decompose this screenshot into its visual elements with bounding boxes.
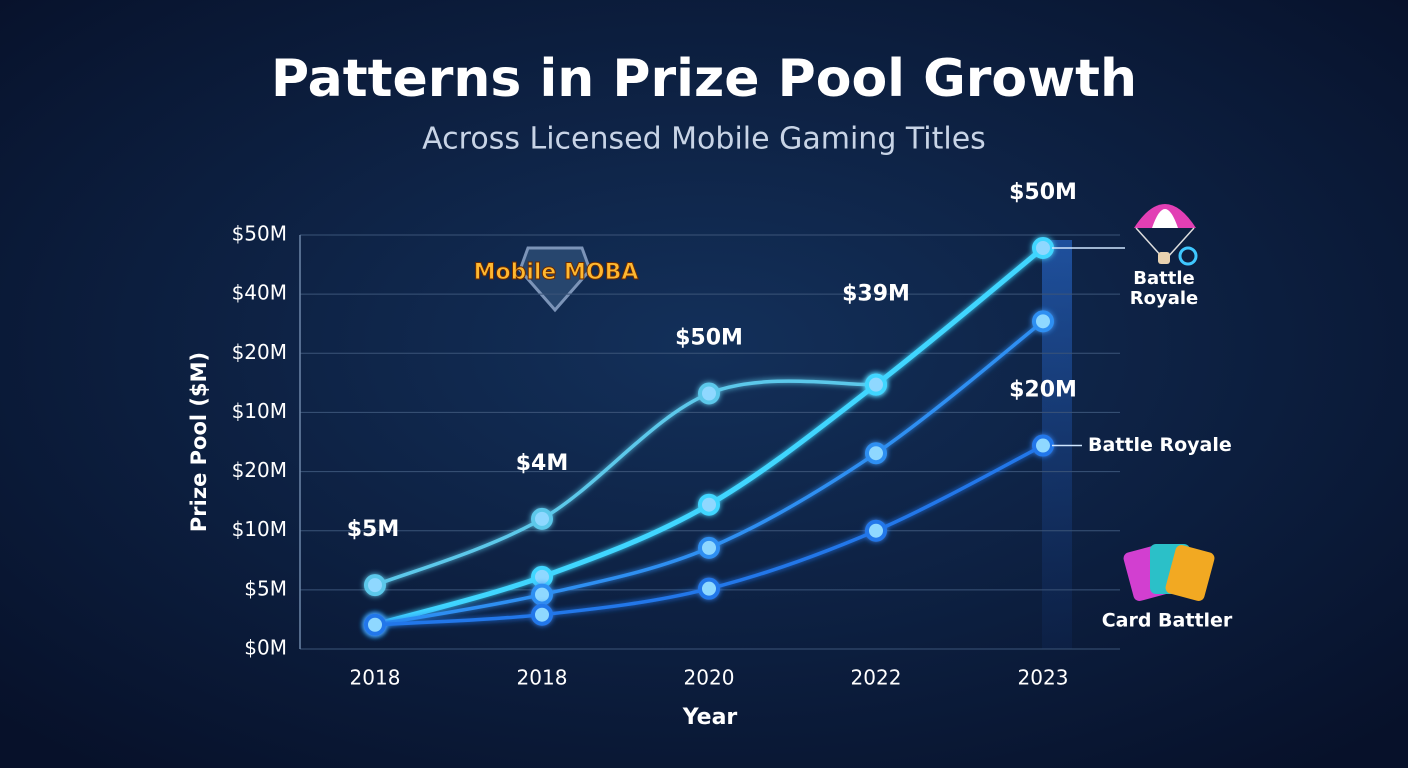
y-tick-label: $0M xyxy=(244,636,287,660)
annotation: $39M xyxy=(842,282,910,307)
annotation: $5M xyxy=(347,517,400,542)
data-point xyxy=(531,565,553,588)
y-tick-label: $5M xyxy=(244,576,287,600)
data-point xyxy=(698,382,720,405)
data-point xyxy=(698,536,720,559)
y-tick-label: $40M xyxy=(232,281,287,305)
data-point xyxy=(531,507,553,530)
series xyxy=(364,434,1054,636)
annotation: $50M xyxy=(1009,180,1077,205)
x-tick-label: 2022 xyxy=(851,666,902,690)
data-point xyxy=(698,577,720,600)
data-point xyxy=(1032,310,1054,333)
y-tick-label: $10M xyxy=(232,517,287,541)
chart-subtitle: Across Licensed Mobile Gaming Titles xyxy=(422,122,986,157)
data-point xyxy=(531,603,553,626)
side-label: Battle Royale xyxy=(1088,434,1232,456)
y-tick-label: $20M xyxy=(232,340,287,364)
y-tick-label: $20M xyxy=(232,458,287,482)
x-tick-label: 2023 xyxy=(1018,666,1069,690)
data-point xyxy=(364,574,386,597)
x-tick-label: 2020 xyxy=(684,666,735,690)
annotation: $50M xyxy=(675,326,743,351)
data-point xyxy=(531,583,553,606)
side-label: Battle Royale xyxy=(1130,268,1198,309)
data-point xyxy=(1032,434,1054,457)
data-point xyxy=(865,442,887,465)
annotation: $4M xyxy=(516,451,569,476)
data-point xyxy=(364,613,386,636)
icon-parachute xyxy=(1134,204,1198,266)
series-line xyxy=(374,379,877,587)
side-label-line: Royale xyxy=(1130,288,1198,309)
logo: Mobile MOBA xyxy=(473,246,639,313)
chart-title: Patterns in Prize Pool Growth xyxy=(271,49,1137,109)
y-tick-label: $10M xyxy=(232,399,287,423)
data-point xyxy=(865,373,887,396)
data-point xyxy=(1032,237,1054,260)
y-axis-label: Prize Pool ($M) xyxy=(187,352,211,532)
x-tick-label: 2018 xyxy=(350,666,401,690)
logo-text: Mobile MOBA xyxy=(474,260,639,285)
side-label: Card Battler xyxy=(1102,610,1233,632)
annotation: $20M xyxy=(1009,378,1077,403)
icon-cards xyxy=(1123,544,1215,601)
data-point xyxy=(865,519,887,542)
y-tick-label: $50M xyxy=(232,222,287,246)
x-tick-label: 2018 xyxy=(517,666,568,690)
data-point xyxy=(698,493,720,516)
x-axis-label: Year xyxy=(682,705,738,730)
side-label-line: Battle xyxy=(1133,268,1194,289)
